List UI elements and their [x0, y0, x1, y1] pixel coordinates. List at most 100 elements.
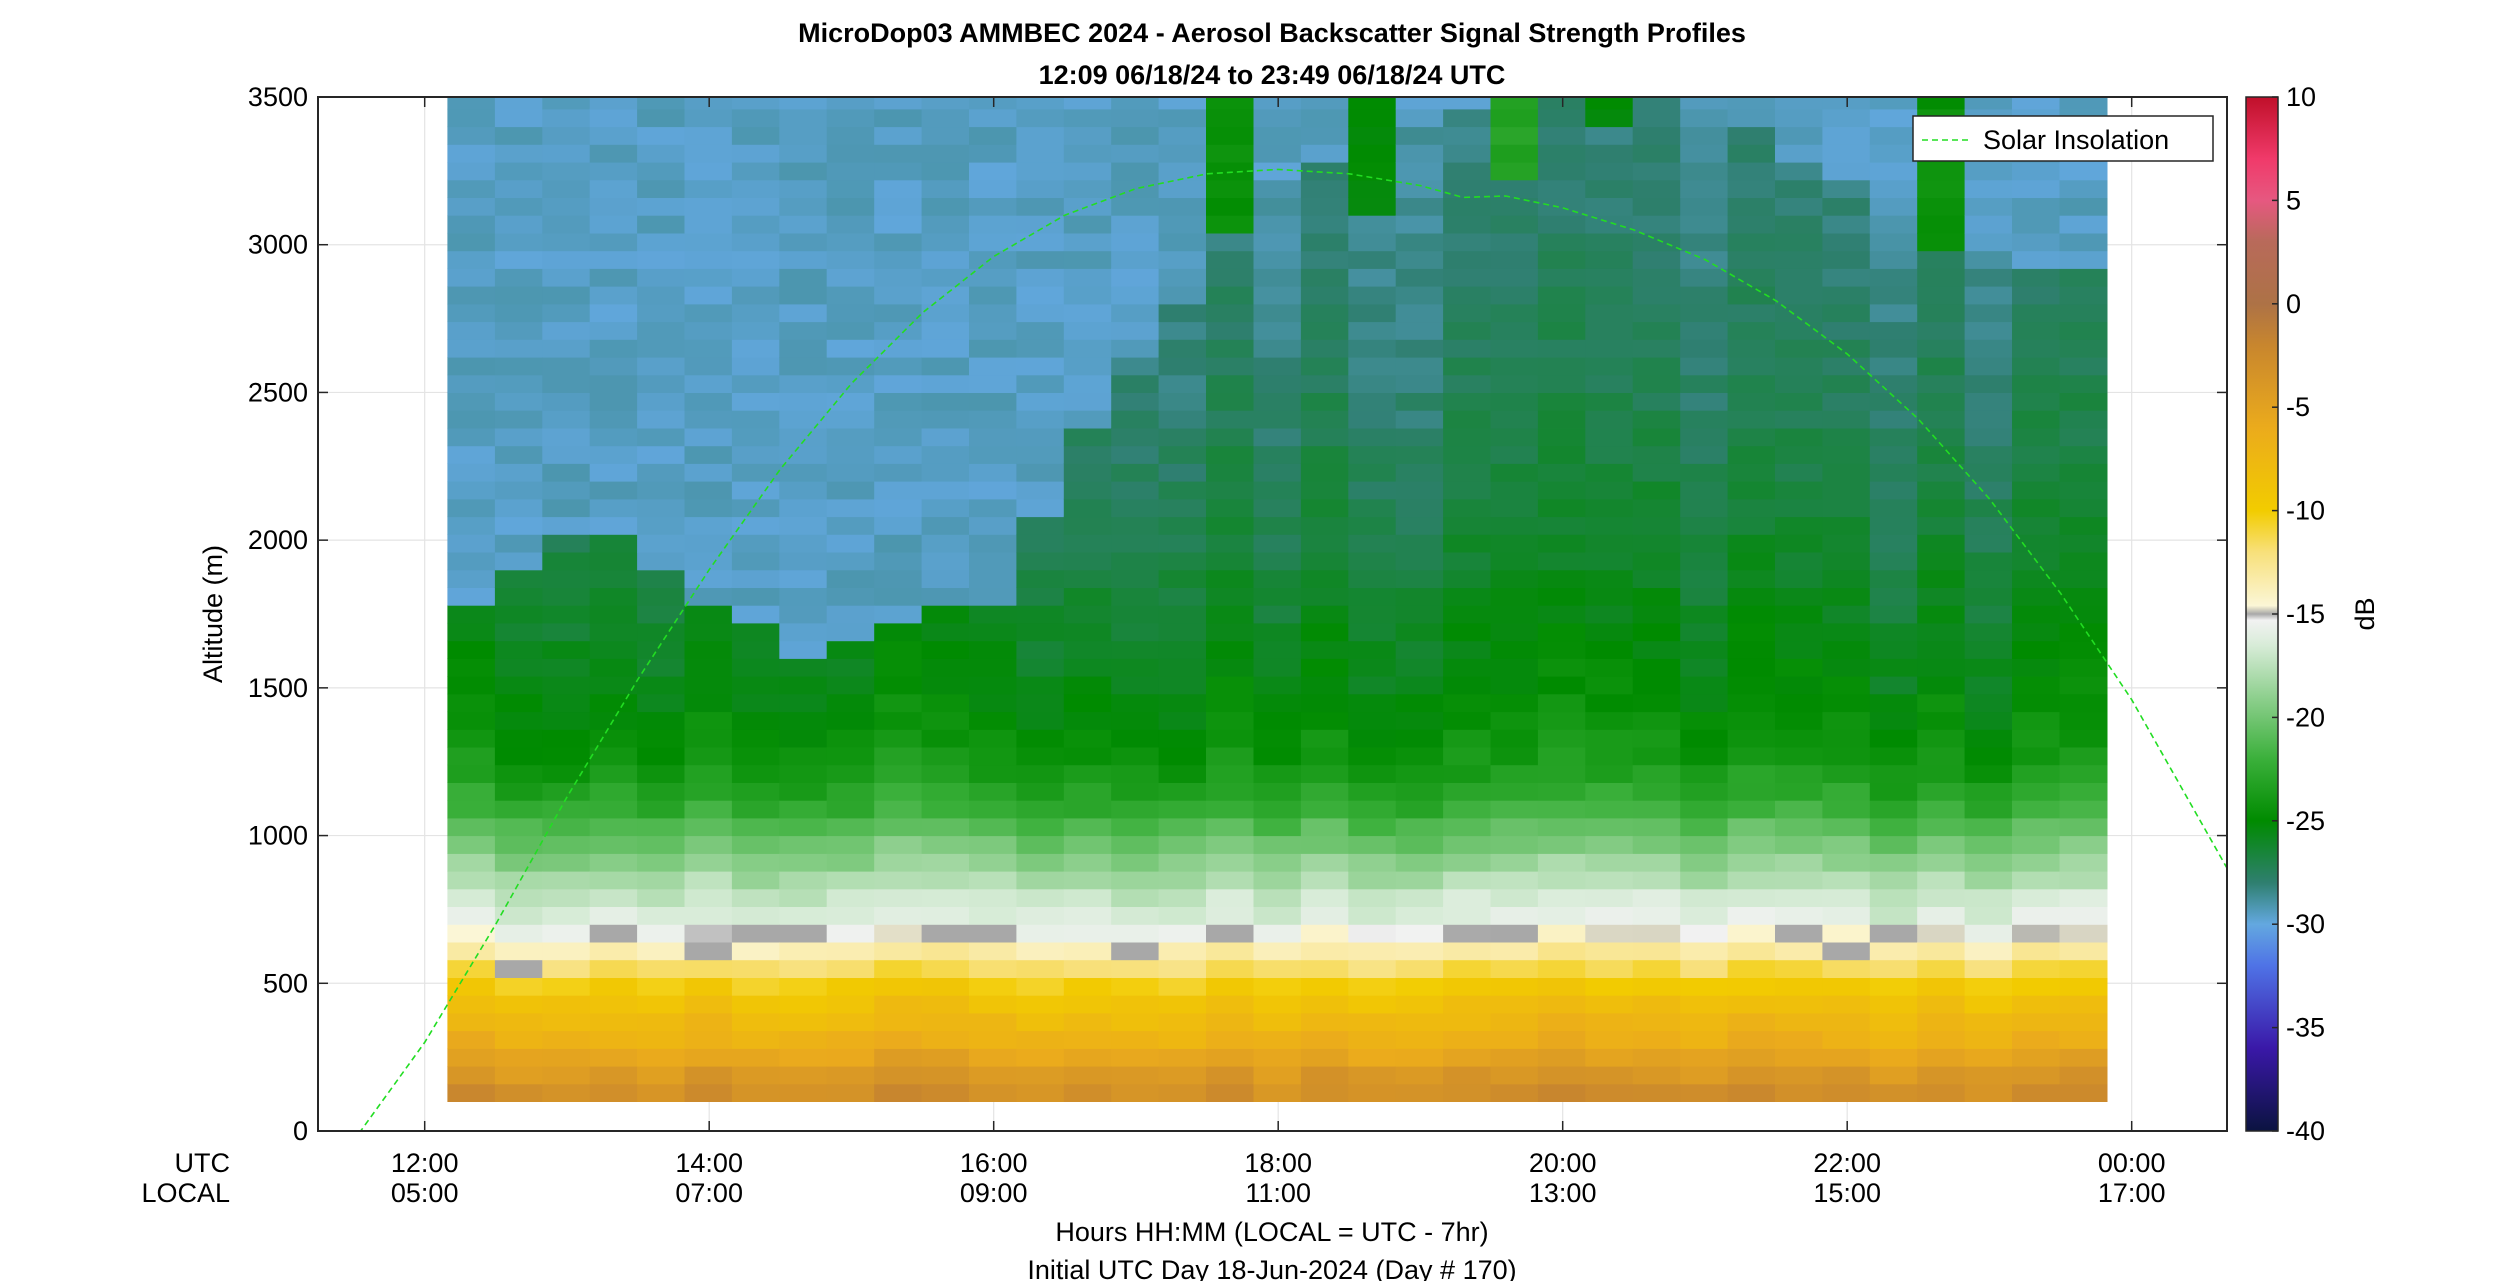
heatmap-cell — [969, 871, 1017, 890]
heatmap-cell — [1632, 800, 1681, 819]
heatmap-cell — [1822, 587, 1871, 606]
heatmap-cell — [1300, 392, 1349, 411]
heatmap-cell — [1348, 250, 1397, 269]
heatmap-cell — [2059, 374, 2108, 393]
heatmap-cell — [494, 640, 543, 659]
heatmap-cell — [1158, 97, 1207, 110]
heatmap-cell — [1443, 108, 1492, 128]
heatmap-cell — [1253, 800, 1302, 819]
heatmap-cell — [1727, 1066, 1776, 1085]
heatmap-cell — [1632, 97, 1681, 110]
heatmap-cell — [637, 410, 686, 429]
heatmap-cell — [1869, 321, 1918, 340]
heatmap-cell — [1585, 658, 1634, 677]
heatmap-cell — [874, 640, 923, 659]
heatmap-cell — [1727, 782, 1776, 801]
heatmap-cell — [1775, 782, 1823, 801]
heatmap-cell — [1395, 97, 1444, 110]
heatmap-cell — [779, 995, 828, 1014]
heatmap-cell — [2012, 817, 2060, 837]
heatmap-cell — [447, 676, 496, 695]
heatmap-cell — [731, 126, 780, 145]
heatmap-cell — [921, 427, 970, 447]
heatmap-cell — [779, 800, 828, 819]
heatmap-cell — [874, 959, 923, 978]
heatmap-cell — [1680, 463, 1729, 482]
heatmap-cell — [2059, 215, 2108, 234]
heatmap-cell — [1680, 268, 1729, 287]
heatmap-cell — [1300, 817, 1349, 837]
heatmap-cell — [969, 676, 1017, 695]
heatmap-cell — [1822, 392, 1871, 411]
heatmap-cell — [731, 1083, 780, 1102]
heatmap-cell — [447, 357, 496, 376]
heatmap-cell — [589, 693, 638, 713]
heatmap-cell — [1253, 552, 1302, 571]
heatmap-cell — [826, 1083, 875, 1102]
heatmap-cell — [1443, 622, 1492, 642]
heatmap-cell — [1348, 746, 1397, 766]
heatmap-cell — [1775, 941, 1823, 961]
heatmap-cell — [1585, 729, 1634, 748]
heatmap-cell — [1158, 995, 1207, 1014]
heatmap-cell — [1490, 924, 1539, 943]
heatmap-cell — [684, 392, 733, 411]
heatmap-cell — [1300, 782, 1349, 801]
heatmap-cell — [1395, 321, 1444, 340]
heatmap-cell — [1537, 605, 1586, 624]
heatmap-cell — [826, 977, 875, 996]
heatmap-cell — [684, 197, 733, 216]
heatmap-cell — [1443, 162, 1492, 181]
heatmap-cell — [874, 232, 923, 252]
heatmap-cell — [1490, 1030, 1539, 1049]
heatmap-cell — [1632, 463, 1681, 482]
heatmap-cell — [1300, 959, 1349, 978]
heatmap-cell — [969, 658, 1017, 677]
heatmap-cell — [1727, 1083, 1776, 1102]
heatmap-cell — [969, 126, 1017, 145]
heatmap-cell — [874, 126, 923, 145]
heatmap-cell — [1063, 817, 1112, 837]
heatmap-cell — [1253, 871, 1302, 890]
heatmap-cell — [1869, 658, 1918, 677]
heatmap-cell — [1443, 339, 1492, 358]
heatmap-cell — [1490, 303, 1539, 323]
heatmap-cell — [1680, 746, 1729, 766]
heatmap-cell — [1490, 374, 1539, 393]
heatmap-cell — [589, 1083, 638, 1102]
heatmap-cell — [1822, 959, 1871, 978]
heatmap-cell — [1158, 924, 1207, 943]
heatmap-cell — [1111, 569, 1160, 588]
heatmap-cell — [1917, 1066, 1966, 1085]
heatmap-cell — [1585, 534, 1634, 553]
heatmap-cell — [1537, 693, 1586, 713]
heatmap-cell — [1063, 746, 1112, 766]
heatmap-cell — [874, 97, 923, 110]
heatmap-cell — [731, 215, 780, 234]
heatmap-cell — [494, 853, 543, 872]
heatmap-cell — [1253, 1048, 1302, 1067]
heatmap-cell — [1585, 800, 1634, 819]
heatmap-cell — [684, 1012, 733, 1032]
heatmap-cell — [1253, 410, 1302, 429]
heatmap-cell — [2059, 232, 2108, 252]
heatmap-cell — [1727, 817, 1776, 837]
heatmap-cell — [542, 179, 591, 198]
heatmap-cell — [1869, 676, 1918, 695]
heatmap-cell — [1964, 357, 2013, 376]
heatmap-cell — [1775, 286, 1823, 305]
heatmap-cell — [1680, 729, 1729, 748]
heatmap-cell — [637, 250, 686, 269]
heatmap-cell — [1632, 640, 1681, 659]
heatmap-cell — [542, 357, 591, 376]
heatmap-cell — [779, 232, 828, 252]
heatmap-cell — [1537, 552, 1586, 571]
heatmap-cell — [1585, 250, 1634, 269]
heatmap-cell — [1727, 162, 1776, 181]
heatmap-cell — [1917, 817, 1966, 837]
heatmap-cell — [1822, 800, 1871, 819]
heatmap-cell — [1490, 906, 1539, 925]
heatmap-cell — [1680, 108, 1729, 128]
y-tick-label: 2500 — [248, 377, 308, 407]
heatmap-cell — [1300, 162, 1349, 181]
